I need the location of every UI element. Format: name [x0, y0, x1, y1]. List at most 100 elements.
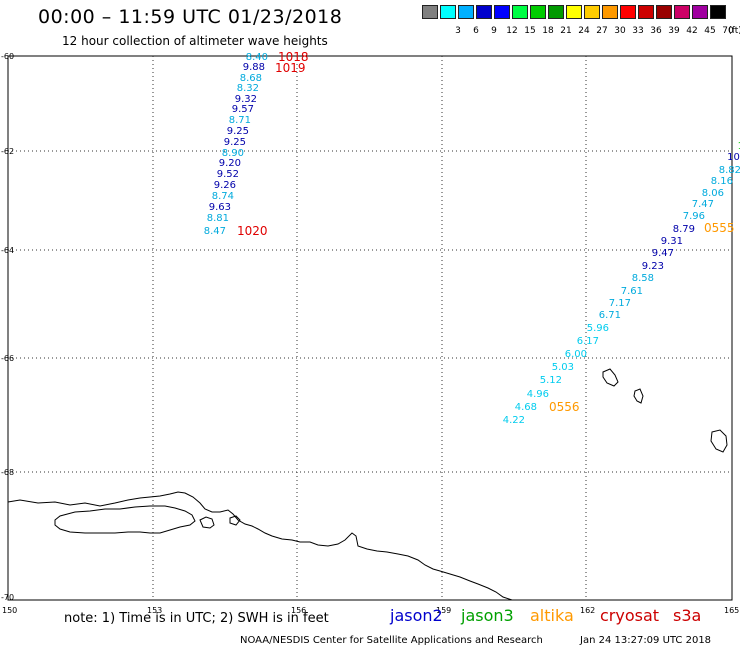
satellite-label: jason2	[390, 606, 443, 625]
swh-value: 4.96	[527, 389, 549, 400]
swh-value: 5.12	[540, 375, 562, 386]
swh-value: 8.40	[246, 52, 268, 63]
page-subtitle: 12 hour collection of altimeter wave hei…	[62, 34, 328, 48]
legend-swatch	[548, 5, 564, 19]
swh-value: 5.96	[587, 323, 609, 334]
legend-label: 27	[596, 26, 608, 36]
swh-value: 8.58	[632, 273, 654, 284]
legend-swatch	[674, 5, 690, 19]
island-coastline	[54, 505, 196, 534]
legend-label: 70	[722, 26, 734, 36]
legend-label: 24	[578, 26, 590, 36]
swh-value: 5.03	[552, 362, 574, 373]
swh-value: 7.96	[683, 211, 705, 222]
track1-times: 1018 1019 1020	[237, 50, 309, 238]
island-coastline	[710, 429, 728, 453]
swh-value: 7.47	[692, 199, 714, 210]
legend-label: 39	[668, 26, 680, 36]
swh-value: 9.25	[224, 137, 246, 148]
lon-labels: 150 153 156 159 162 165	[2, 606, 739, 615]
lat-label: -62	[1, 147, 14, 156]
legend-label: 30	[614, 26, 626, 36]
swh-value: 1	[738, 141, 740, 152]
satellite-label: s3a	[673, 606, 702, 625]
swh-value: 8.32	[237, 83, 259, 94]
time-label: 1018	[278, 50, 309, 64]
legend-label: 36	[650, 26, 662, 36]
satellite-label: cryosat	[600, 606, 660, 625]
lon-label: 165	[724, 606, 739, 615]
legend-label: 9	[491, 26, 497, 36]
swh-value: 9.32	[235, 94, 257, 105]
satellite-label: jason3	[461, 606, 514, 625]
island-coastline	[602, 368, 619, 387]
satellite-label: altika	[530, 606, 574, 625]
lon-label: 162	[580, 606, 595, 615]
time-label: 1019	[275, 61, 306, 75]
swh-value: 8.90	[222, 148, 244, 159]
lat-label: -66	[1, 354, 14, 363]
swh-value: 7.17	[609, 298, 631, 309]
page-title: 00:00 – 11:59 UTC 01/23/2018	[38, 6, 343, 28]
legend-label: 45	[704, 26, 716, 36]
swh-value: 9.88	[243, 62, 265, 73]
time-label: 1020	[237, 224, 268, 238]
legend-label: 33	[632, 26, 644, 36]
legend-swatch	[692, 5, 708, 19]
swh-value: 9.57	[232, 104, 254, 115]
lat-label: -68	[1, 468, 14, 477]
swh-value: 10.	[727, 152, 740, 163]
grid-lines	[8, 56, 732, 600]
legend-swatch	[494, 5, 510, 19]
swh-value: 8.06	[702, 188, 724, 199]
swh-value: 8.79	[673, 224, 695, 235]
swh-value: 8.82	[719, 165, 740, 176]
lon-label: 150	[2, 606, 17, 615]
swh-value: 6.00	[565, 349, 587, 360]
swh-value: 4.22	[503, 415, 525, 426]
swh-value: 8.47	[204, 226, 226, 237]
track1-values: 8.40 9.88 8.68 8.32 9.32 9.57 8.71 9.25 …	[204, 52, 268, 237]
legend-label: 18	[542, 26, 554, 36]
lat-label: -64	[1, 246, 14, 255]
legend-label: 42	[686, 26, 698, 36]
swh-value: 9.23	[642, 261, 664, 272]
lat-label: -70	[1, 593, 14, 602]
time-label: 0555	[704, 221, 735, 235]
swh-value: 7.61	[621, 286, 643, 297]
footnote: note: 1) Time is in UTC; 2) SWH is in fe…	[64, 611, 329, 626]
lat-labels: -60 -62 -64 -66 -68 -70	[1, 52, 14, 602]
legend-label: 3	[455, 26, 461, 36]
swh-value: 9.63	[209, 202, 231, 213]
legend-swatch	[656, 5, 672, 19]
swh-value: 8.74	[212, 191, 234, 202]
legend-label: 21	[560, 26, 572, 36]
swh-value: 4.68	[515, 402, 537, 413]
track2-values: 1 10. 8.82 8.16 8.06 7.47 7.96 8.79 9.31…	[503, 141, 740, 426]
legend-unit: (ft)	[728, 26, 740, 36]
swh-value: 9.31	[661, 236, 683, 247]
swh-value: 9.47	[652, 248, 674, 259]
legend-swatch	[602, 5, 618, 19]
legend-swatch	[566, 5, 582, 19]
swh-value: 8.71	[229, 115, 251, 126]
swh-value: 8.16	[711, 176, 733, 187]
legend-swatch	[422, 5, 438, 19]
legend-swatch	[584, 5, 600, 19]
swh-value: 8.68	[240, 73, 262, 84]
lon-label: 159	[436, 606, 451, 615]
island-coastline	[199, 516, 215, 529]
footer-credit: NOAA/NESDIS Center for Satellite Applica…	[240, 635, 543, 646]
swh-value: 6.71	[599, 310, 621, 321]
legend-swatch	[440, 5, 456, 19]
footer-timestamp: Jan 24 13:27:09 UTC 2018	[580, 635, 712, 646]
swh-value: 9.20	[219, 158, 241, 169]
legend-swatch	[620, 5, 636, 19]
lat-label: -60	[1, 52, 14, 61]
lon-label: 153	[147, 606, 162, 615]
time-label: 0556	[549, 400, 580, 414]
island-coastline	[229, 515, 241, 526]
swh-value: 9.25	[227, 126, 249, 137]
lon-label: 156	[291, 606, 306, 615]
